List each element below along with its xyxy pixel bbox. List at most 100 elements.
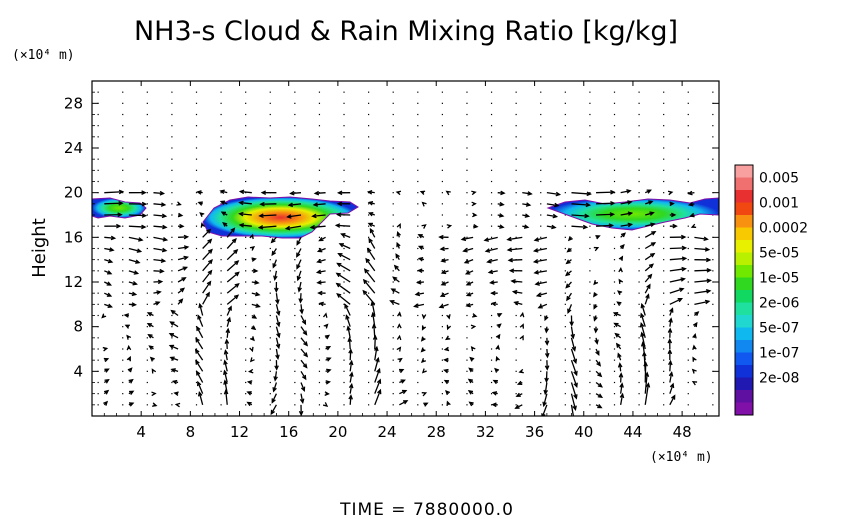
wind-arrowhead (107, 303, 113, 308)
grid-dot (368, 158, 370, 160)
wind-arrow (224, 380, 228, 394)
wind-arrowhead (444, 335, 451, 341)
wind-arrowhead (238, 200, 244, 206)
wind-arrow (337, 262, 351, 272)
wind-arrow (596, 202, 615, 205)
grid-dot (220, 381, 222, 384)
wind-arrow (669, 395, 676, 406)
grid-dot (97, 102, 99, 104)
grid-dot (490, 337, 493, 339)
grid-dot (663, 303, 665, 305)
x-tick-label: 16 (279, 423, 298, 441)
grid-dot (613, 180, 616, 183)
wind-arrowhead (470, 345, 476, 352)
grid-dot (466, 91, 468, 93)
grid-dot (318, 370, 321, 372)
wind-arrowhead (470, 324, 477, 330)
grid-dot (122, 192, 124, 194)
wind-arrow (226, 306, 232, 316)
wind-arrow (546, 192, 560, 196)
wind-arrowhead (616, 301, 622, 307)
wind-arrowhead (227, 305, 232, 311)
grid-dot (441, 125, 443, 127)
wind-arrowhead (270, 409, 275, 416)
grid-dot (417, 370, 419, 372)
wind-arrow (374, 335, 376, 350)
grid-dot (417, 203, 419, 205)
colorbar-swatch (735, 390, 753, 403)
wind-arrowhead (195, 370, 201, 376)
grid-dot (294, 125, 296, 127)
grid-dot (294, 314, 296, 317)
wind-arrowhead (506, 247, 513, 252)
grid-dot (294, 370, 296, 372)
grid-dot (712, 359, 714, 361)
grid-dot (294, 381, 296, 384)
grid-dot (245, 180, 247, 183)
grid-dot (466, 348, 468, 350)
wind-arrowhead (704, 247, 711, 252)
wind-arrow (202, 292, 210, 305)
wind-arrow (669, 278, 685, 283)
wind-arrowhead (489, 280, 495, 285)
grid-dot (318, 180, 321, 183)
colorbar-label: 0.001 (759, 196, 799, 212)
wind-arrowhead (367, 211, 374, 217)
wind-arrow (644, 231, 656, 238)
grid-dot (343, 113, 345, 116)
grid-dot (441, 214, 443, 216)
wind-arrowhead (572, 405, 577, 411)
grid-dot (564, 102, 566, 104)
wind-arrowhead (205, 291, 210, 297)
wind-arrow (694, 290, 711, 294)
wind-arrowhead (296, 252, 301, 258)
grid-dot (343, 102, 345, 104)
grid-dot (638, 314, 640, 317)
wind-arrow (290, 192, 302, 195)
grid-dot (392, 147, 394, 149)
wind-arrow (153, 236, 167, 241)
grid-dot (220, 393, 222, 395)
grid-dot (269, 113, 271, 116)
wind-arrowhead (567, 308, 572, 314)
grid-dot (97, 281, 99, 283)
grid-dot (687, 270, 689, 272)
wind-arrowhead (104, 368, 110, 373)
grid-dot (540, 393, 542, 395)
wind-arrowhead (443, 357, 449, 363)
grid-dot (564, 147, 566, 149)
wind-arrowhead (527, 191, 533, 196)
wind-arrowhead (396, 334, 402, 341)
wind-arrowhead (147, 333, 153, 339)
wind-arrowhead (619, 382, 624, 388)
wind-arrowhead (495, 333, 501, 340)
wind-arrow (645, 223, 655, 227)
grid-dot (613, 136, 616, 138)
wind-arrowhead (181, 277, 187, 282)
grid-dot (663, 91, 665, 93)
colorbar-swatch (735, 302, 753, 316)
grid-dot (466, 259, 468, 261)
wind-arrowhead (246, 401, 252, 407)
grid-dot (318, 404, 321, 406)
wind-arrowhead (573, 394, 578, 400)
wind-arrowhead (348, 359, 354, 366)
grid-dot (195, 158, 198, 160)
wind-arrowhead (260, 190, 267, 196)
grid-dot (441, 136, 443, 138)
wind-arrow (195, 360, 204, 372)
grid-dot (564, 225, 566, 227)
grid-dot (687, 292, 689, 294)
grid-dot (638, 303, 640, 305)
colorbar-swatch (735, 377, 753, 391)
wind-arrow (259, 214, 277, 217)
wind-arrowhead (194, 348, 200, 354)
grid-dot (171, 169, 173, 171)
grid-dot (294, 281, 296, 283)
wind-arrowhead (541, 413, 546, 416)
wind-arrowhead (465, 302, 471, 308)
grid-dot (589, 404, 591, 406)
wind-arrow (640, 313, 646, 327)
wind-arrowhead (492, 379, 498, 385)
grid-dot (589, 326, 591, 328)
